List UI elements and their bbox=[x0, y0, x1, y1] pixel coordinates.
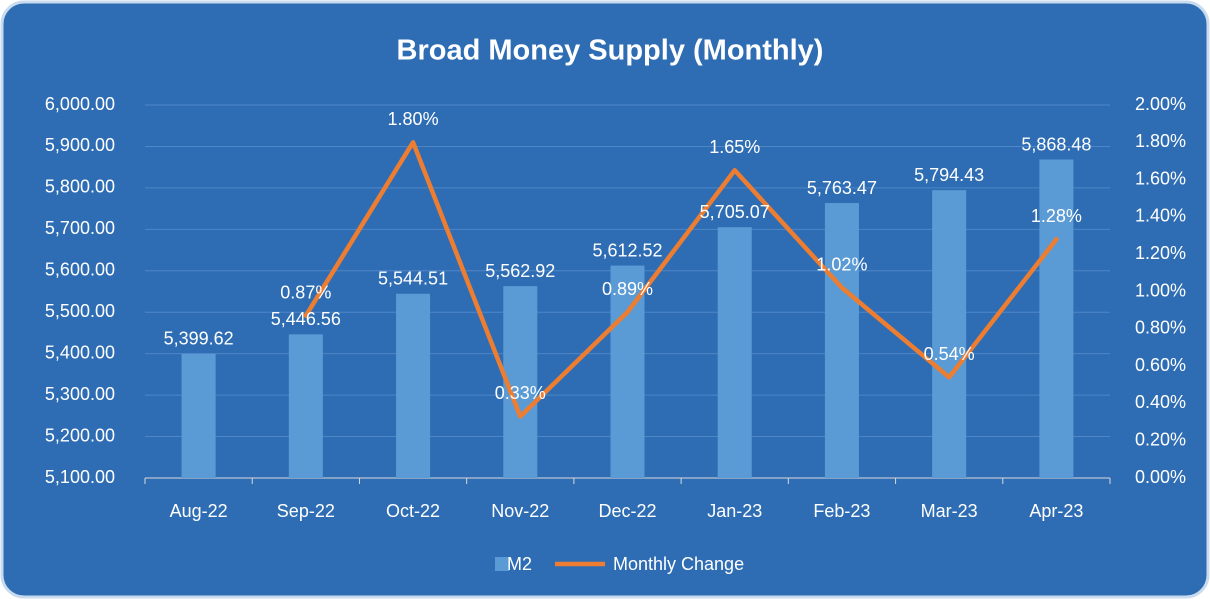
bar bbox=[824, 203, 859, 478]
bar bbox=[610, 265, 645, 478]
bar-value-label: 5,562.92 bbox=[485, 261, 555, 281]
y-tick-label: 6,000.00 bbox=[45, 94, 115, 114]
bar bbox=[717, 227, 752, 478]
line-value-label: 1.02% bbox=[816, 255, 867, 275]
bar-value-label: 5,446.56 bbox=[271, 309, 341, 329]
bar-value-label: 5,399.62 bbox=[164, 329, 234, 349]
x-tick-label: Mar-23 bbox=[921, 501, 978, 521]
x-tick-label: Oct-22 bbox=[386, 501, 440, 521]
x-tick-label: Feb-23 bbox=[813, 501, 870, 521]
y2-tick-label: 1.40% bbox=[1135, 206, 1186, 226]
bar bbox=[181, 353, 216, 478]
bar bbox=[288, 334, 323, 478]
y2-tick-label: 1.80% bbox=[1135, 131, 1186, 151]
y2-tick-label: 1.20% bbox=[1135, 243, 1186, 263]
line-value-label: 0.89% bbox=[602, 279, 653, 299]
line bbox=[303, 140, 1059, 419]
y-tick-label: 5,200.00 bbox=[45, 425, 115, 445]
line-value-label: 0.33% bbox=[495, 383, 546, 403]
y2-tick-label: 1.60% bbox=[1135, 168, 1186, 188]
y-tick-label: 5,500.00 bbox=[45, 301, 115, 321]
y-tick-label: 5,900.00 bbox=[45, 135, 115, 155]
y-tick-label: 5,100.00 bbox=[45, 467, 115, 487]
bar bbox=[932, 190, 967, 479]
x-tick-label: Jan-23 bbox=[707, 501, 762, 521]
line-value-label: 0.87% bbox=[280, 282, 331, 302]
y2-tick-label: 0.80% bbox=[1135, 318, 1186, 338]
x-tick-label: Dec-22 bbox=[598, 501, 656, 521]
bar-value-label: 5,794.43 bbox=[914, 165, 984, 185]
bar-value-label: 5,868.48 bbox=[1021, 134, 1091, 154]
y-tick-label: 5,400.00 bbox=[45, 342, 115, 362]
y2-tick-label: 0.60% bbox=[1135, 355, 1186, 375]
line-value-label: 1.80% bbox=[388, 109, 439, 129]
y2-tick-label: 1.00% bbox=[1135, 280, 1186, 300]
x-tick-label: Nov-22 bbox=[491, 501, 549, 521]
y2-tick-label: 2.00% bbox=[1135, 94, 1186, 114]
y-tick-label: 5,800.00 bbox=[45, 177, 115, 197]
y2-tick-label: 0.00% bbox=[1135, 467, 1186, 487]
bar-value-label: 5,763.47 bbox=[807, 178, 877, 198]
x-tick-label: Aug-22 bbox=[170, 501, 228, 521]
line-value-label: 1.65% bbox=[709, 137, 760, 157]
bar bbox=[1039, 159, 1074, 478]
y-tick-label: 5,600.00 bbox=[45, 260, 115, 280]
y-tick-label: 5,700.00 bbox=[45, 218, 115, 238]
y2-tick-label: 0.20% bbox=[1135, 429, 1186, 449]
legend-label: Monthly Change bbox=[613, 554, 744, 574]
legend-swatch bbox=[495, 557, 509, 571]
bar-value-label: 5,705.07 bbox=[700, 202, 770, 222]
y2-tick-label: 0.40% bbox=[1135, 392, 1186, 412]
y-tick-label: 5,300.00 bbox=[45, 384, 115, 404]
x-tick-label: Sep-22 bbox=[277, 501, 335, 521]
x-tick-label: Apr-23 bbox=[1029, 501, 1083, 521]
bar-value-label: 5,544.51 bbox=[378, 269, 448, 289]
chart-title: Broad Money Supply (Monthly) bbox=[397, 35, 824, 67]
line-value-label: 1.28% bbox=[1031, 206, 1082, 226]
bar-value-label: 5,612.52 bbox=[592, 240, 662, 260]
legend-label: M2 bbox=[507, 554, 532, 574]
bar bbox=[396, 293, 431, 478]
line-value-label: 0.54% bbox=[924, 344, 975, 364]
